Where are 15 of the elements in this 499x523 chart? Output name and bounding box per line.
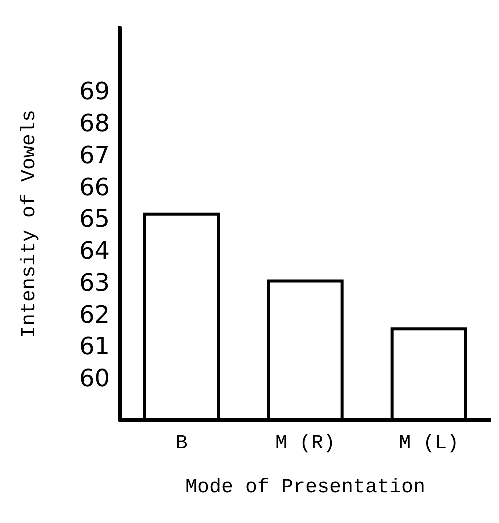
y-tick-label: 69 (79, 78, 110, 106)
x-tick-label: B (176, 432, 188, 456)
y-tick-label: 61 (79, 332, 110, 361)
y-tick-label: 65 (79, 205, 110, 234)
y-tick-label: 63 (79, 268, 110, 297)
y-tick-label: 60 (79, 364, 110, 393)
x-tick-label: M (R) (275, 432, 336, 456)
y-tick-label: 64 (79, 237, 110, 266)
y-tick-label: 67 (79, 141, 110, 170)
y-axis-title: Intensity of Vowels (18, 110, 42, 338)
x-tick-label: M (L) (399, 432, 460, 456)
y-tick-label: 68 (79, 110, 110, 138)
y-tick-label: 62 (79, 300, 110, 329)
y-tick-label: 66 (79, 173, 110, 202)
x-axis-title: Mode of Presentation (185, 476, 426, 500)
